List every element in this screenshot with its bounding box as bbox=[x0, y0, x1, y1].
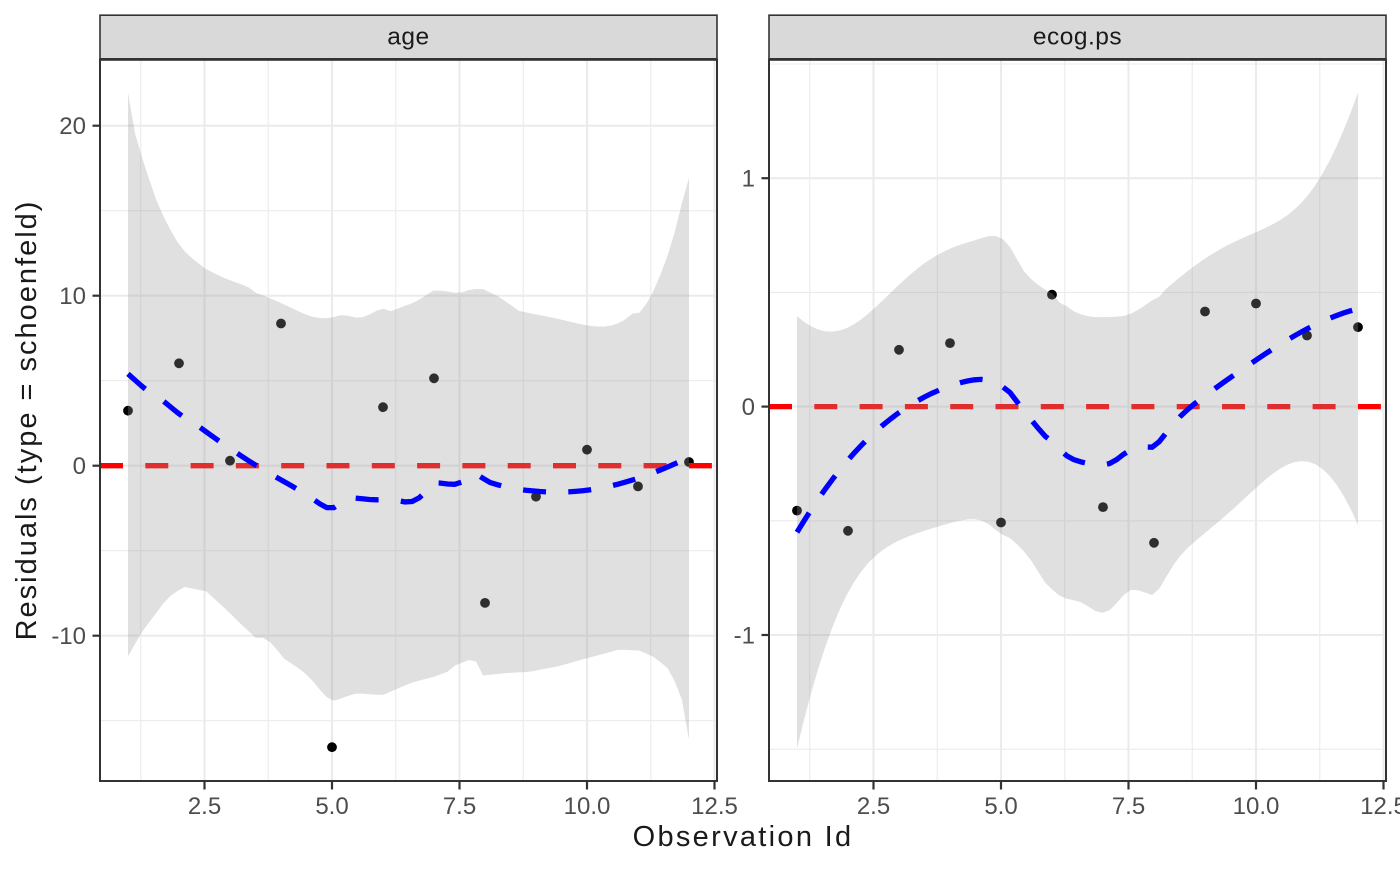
svg-text:Observation Id: Observation Id bbox=[633, 821, 854, 853]
svg-text:12.5: 12.5 bbox=[691, 793, 738, 820]
svg-text:5.0: 5.0 bbox=[315, 793, 348, 820]
svg-text:1: 1 bbox=[742, 166, 755, 193]
svg-text:12.5: 12.5 bbox=[1360, 793, 1400, 820]
svg-text:7.5: 7.5 bbox=[1112, 793, 1145, 820]
svg-text:age: age bbox=[387, 24, 429, 51]
svg-text:-10: -10 bbox=[51, 623, 86, 650]
svg-text:10.0: 10.0 bbox=[1233, 793, 1280, 820]
svg-text:0: 0 bbox=[742, 394, 755, 421]
svg-text:0: 0 bbox=[73, 453, 86, 480]
svg-text:ecog.ps: ecog.ps bbox=[1033, 24, 1122, 51]
svg-text:5.0: 5.0 bbox=[984, 793, 1017, 820]
svg-text:7.5: 7.5 bbox=[443, 793, 476, 820]
svg-text:Residuals (type = schoenfeld): Residuals (type = schoenfeld) bbox=[11, 200, 43, 641]
svg-text:10.0: 10.0 bbox=[564, 793, 611, 820]
svg-text:2.5: 2.5 bbox=[857, 793, 890, 820]
svg-text:2.5: 2.5 bbox=[188, 793, 221, 820]
svg-text:-1: -1 bbox=[734, 622, 755, 649]
svg-text:20: 20 bbox=[59, 113, 86, 140]
svg-text:10: 10 bbox=[59, 283, 86, 310]
